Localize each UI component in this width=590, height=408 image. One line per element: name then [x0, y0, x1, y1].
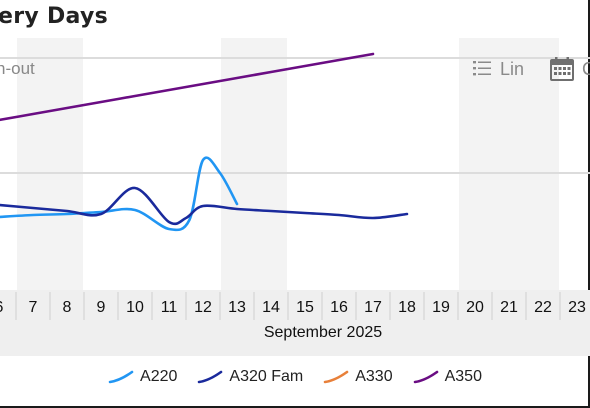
x-tick-label: 12 — [194, 299, 212, 316]
x-tick-label: 20 — [466, 299, 484, 316]
x-tick-label: 21 — [500, 299, 518, 316]
x-axis-month-label: September 2025 — [263, 324, 383, 341]
x-tick-label: 23 — [568, 299, 586, 316]
x-tick-label: 16 — [330, 299, 348, 316]
legend-label: A330 — [355, 368, 393, 385]
series-line-a320-fam — [0, 186, 409, 226]
x-tick-label: 17 — [364, 299, 382, 316]
calendar-icon — [550, 57, 574, 81]
x-tick-label: 10 — [126, 299, 144, 316]
x-axis: 6 7 8 9 10 11 12 13 14 15 16 17 18 19 20 21 22 23 — [0, 292, 586, 320]
x-tick-label: 13 — [228, 299, 246, 316]
chart-subtitle: n-out — [0, 59, 35, 78]
x-tick-label: 7 — [29, 299, 38, 316]
x-tick-label: 9 — [97, 299, 106, 316]
x-tick-label: 18 — [398, 299, 416, 316]
x-tick-label: 14 — [262, 299, 280, 316]
chart-plot — [0, 38, 590, 290]
line-toggle-label: Lin — [500, 58, 525, 79]
legend-item-a320-fam[interactable]: A320 Fam — [197, 368, 303, 386]
list-icon — [473, 61, 491, 76]
legend-swatch — [198, 370, 223, 384]
x-axis-band: 6 7 8 9 10 11 12 13 14 15 16 17 18 19 20 21 22 23 — [0, 290, 590, 356]
shaded-column — [493, 38, 559, 290]
x-tick-label: 11 — [161, 299, 178, 316]
legend-label: A220 — [140, 368, 178, 385]
chart-legend: A220 A320 Fam A330 A350 — [0, 368, 590, 386]
x-tick-label: 22 — [534, 299, 552, 316]
legend-label: A320 Fam — [229, 368, 304, 385]
legend-swatch — [108, 370, 134, 384]
legend-item-a220[interactable]: A220 — [108, 368, 177, 386]
x-tick-label: 8 — [63, 299, 72, 316]
legend-item-a330[interactable]: A330 — [323, 368, 393, 386]
series-line-a220 — [0, 156, 239, 232]
legend-label: A350 — [444, 368, 482, 385]
x-tick-label: 6 — [0, 299, 4, 316]
legend-swatch — [323, 370, 349, 384]
x-tick-label: 19 — [432, 299, 450, 316]
chart-title: ery Days — [0, 4, 109, 29]
line-chart-toggle[interactable]: Lin — [472, 56, 524, 82]
shaded-column — [17, 38, 83, 290]
series-line-a350 — [0, 52, 375, 122]
calendar-toggle-label: C — [582, 58, 590, 79]
calendar-toggle[interactable]: C — [550, 56, 590, 82]
x-tick-label: 15 — [296, 299, 314, 316]
legend-item-a350[interactable]: A350 — [413, 368, 482, 386]
legend-swatch — [413, 370, 438, 384]
